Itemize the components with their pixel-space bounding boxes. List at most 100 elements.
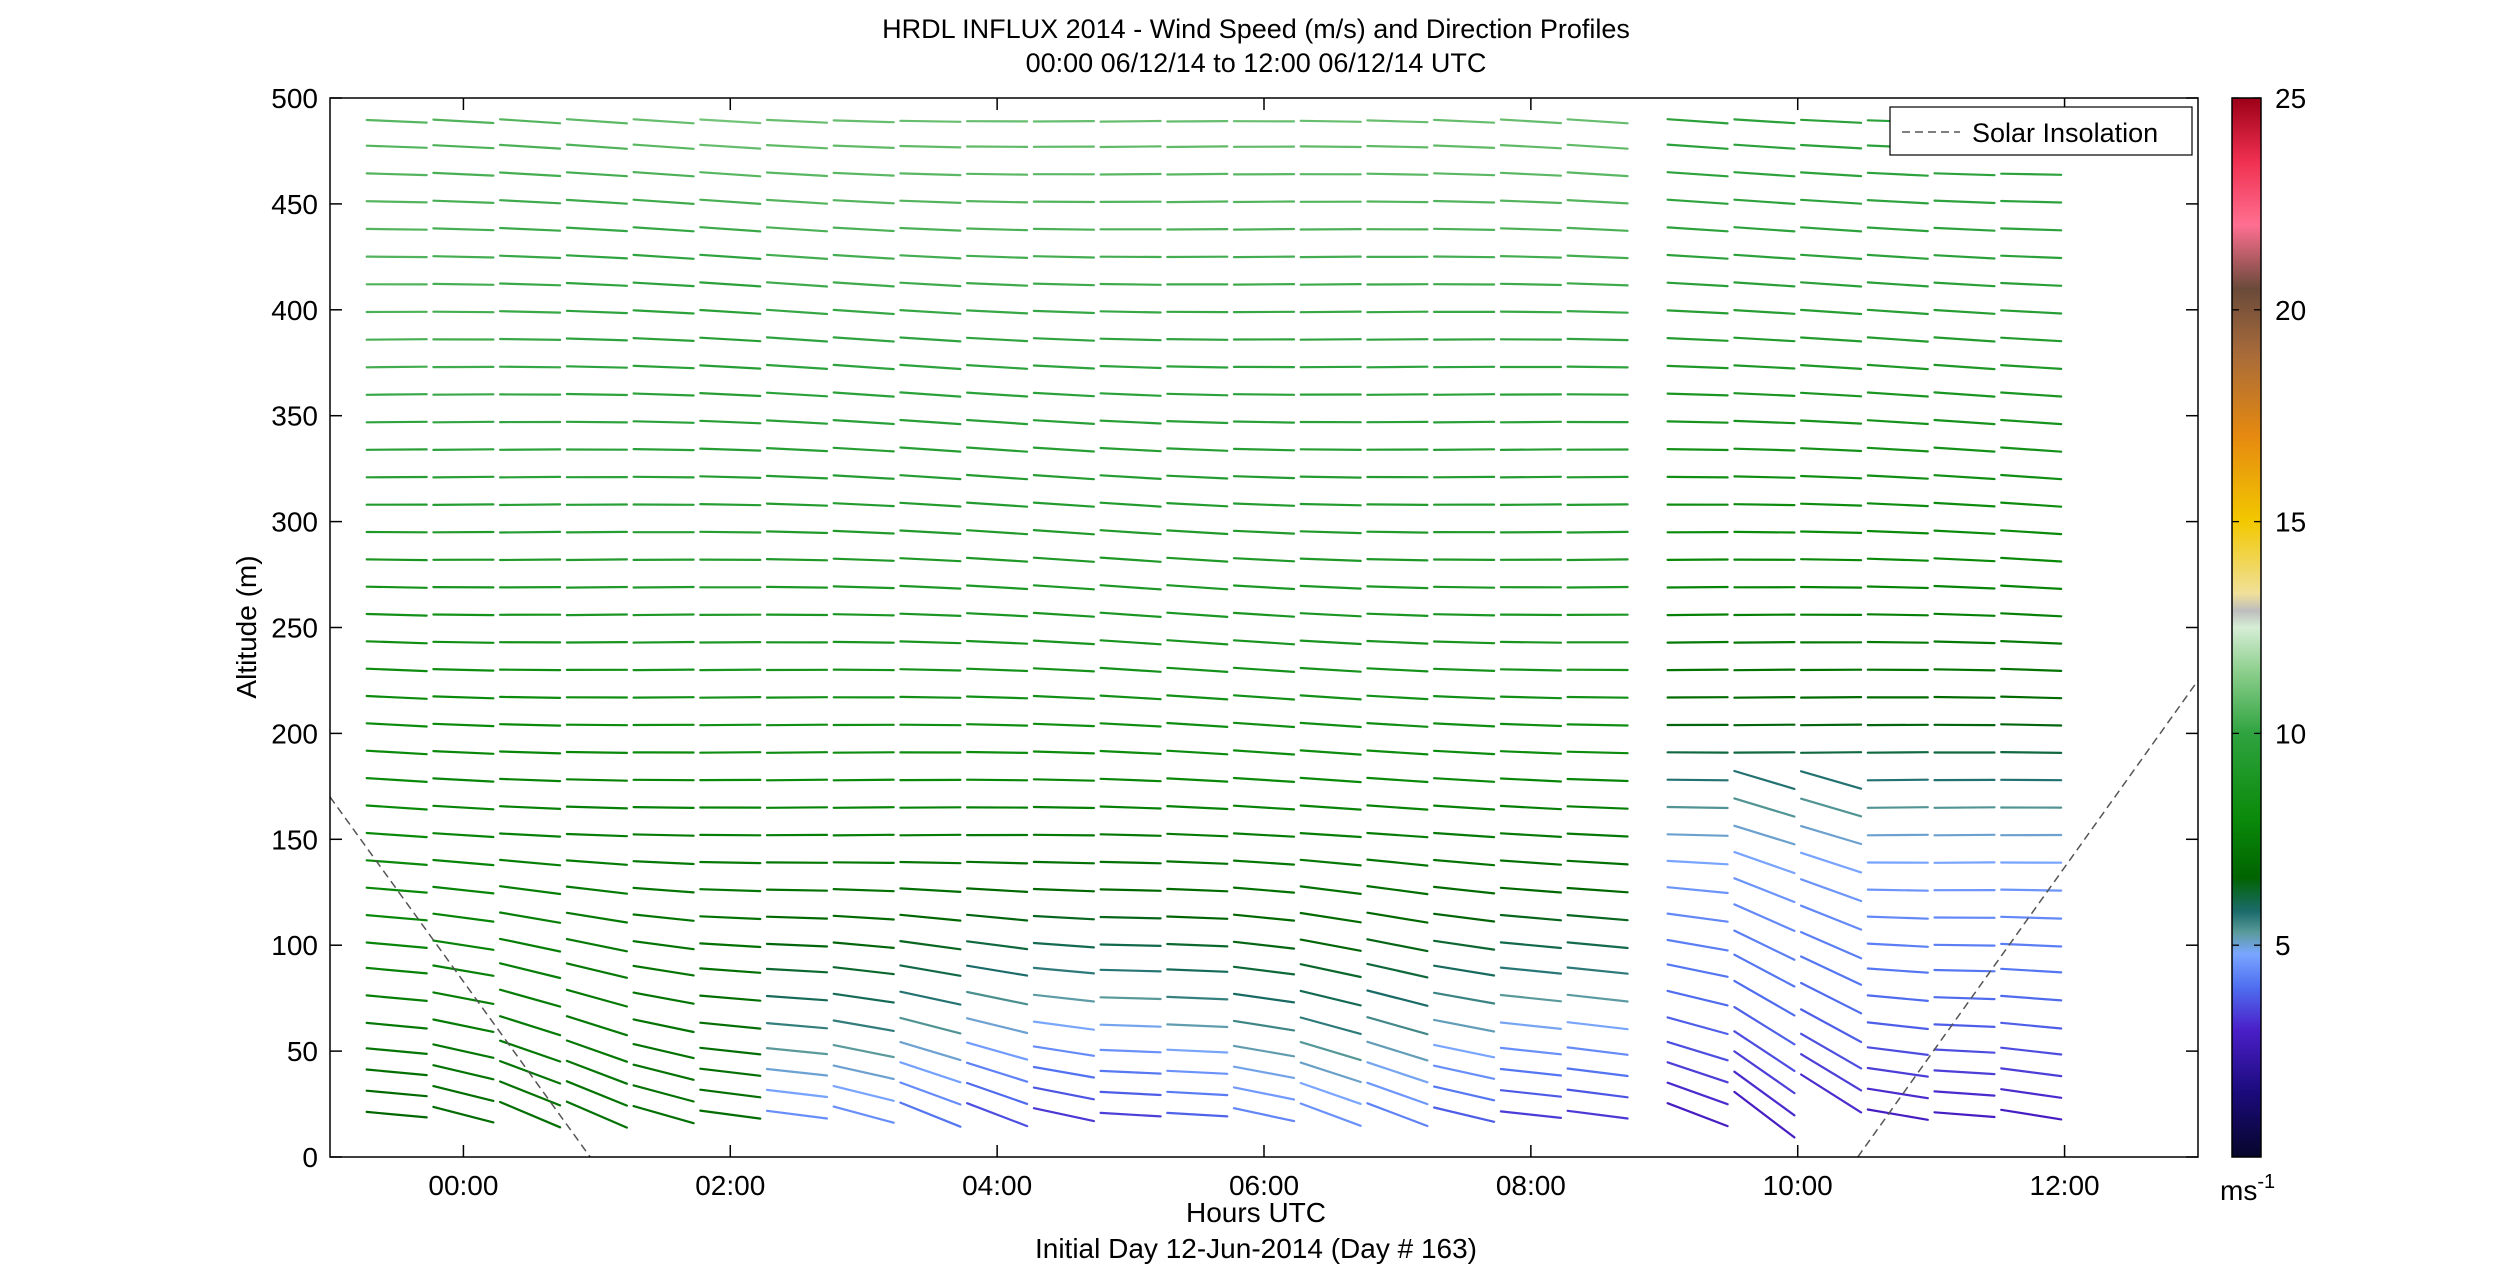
wind-barb bbox=[432, 475, 495, 479]
wind-barb bbox=[965, 391, 1029, 398]
wind-barb bbox=[2000, 667, 2063, 673]
wind-barb bbox=[432, 255, 495, 259]
wind-barb bbox=[832, 446, 895, 453]
wind-barb bbox=[1933, 363, 1996, 371]
wind-barb bbox=[632, 309, 695, 315]
wind-barb bbox=[1099, 888, 1162, 892]
wind-barb bbox=[899, 860, 962, 865]
y-axis-label: Altitude (m) bbox=[231, 555, 262, 698]
wind-barb bbox=[899, 418, 962, 426]
wind-barb bbox=[765, 363, 829, 370]
wind-barb bbox=[1099, 860, 1162, 865]
wind-barb bbox=[1032, 364, 1096, 370]
colorbar-tick-label: 20 bbox=[2275, 295, 2306, 326]
wind-barb bbox=[1566, 1067, 1629, 1078]
wind-barb bbox=[1566, 777, 1629, 783]
x-tick-label: 02:00 bbox=[695, 1170, 765, 1201]
wind-barb bbox=[1666, 420, 1729, 424]
wind-barb bbox=[1099, 501, 1162, 508]
wind-barb bbox=[1432, 1106, 1496, 1123]
wind-barb bbox=[1799, 336, 1863, 343]
wind-barb bbox=[2000, 473, 2063, 481]
wind-barb bbox=[1032, 667, 1096, 673]
wind-barb bbox=[765, 171, 829, 178]
wind-barb bbox=[1432, 118, 1496, 124]
wind-barb bbox=[1933, 968, 1996, 973]
y-tick-label: 200 bbox=[271, 718, 318, 749]
wind-barb bbox=[1866, 994, 1929, 1003]
wind-barb bbox=[365, 1068, 428, 1077]
wind-barb bbox=[1032, 887, 1096, 893]
y-tick-label: 350 bbox=[271, 401, 318, 432]
wind-barb bbox=[632, 886, 695, 894]
wind-barb bbox=[1566, 199, 1629, 205]
wind-barb bbox=[1099, 777, 1162, 783]
y-tick-label: 450 bbox=[271, 189, 318, 220]
x-tick-label: 04:00 bbox=[962, 1170, 1032, 1201]
wind-barb bbox=[965, 750, 1029, 755]
wind-barb bbox=[632, 613, 695, 617]
wind-barb bbox=[1799, 391, 1863, 398]
wind-barb bbox=[965, 556, 1029, 563]
wind-barb bbox=[765, 1046, 829, 1056]
wind-barb bbox=[899, 990, 962, 1006]
wind-barb bbox=[899, 309, 962, 315]
wind-barb bbox=[965, 667, 1029, 673]
colorbar-tick-label: 10 bbox=[2275, 718, 2306, 749]
colorbar-unit: ms-1 bbox=[2220, 1171, 2275, 1206]
wind-barb bbox=[1666, 886, 1729, 895]
wind-barb bbox=[1733, 1070, 1796, 1117]
wind-barb bbox=[832, 557, 895, 562]
wind-barb bbox=[1432, 1043, 1496, 1059]
wind-barb bbox=[565, 171, 629, 178]
wind-barb bbox=[1232, 420, 1296, 424]
wind-barb bbox=[699, 171, 762, 178]
wind-barb bbox=[832, 806, 895, 809]
wind-barb bbox=[1166, 145, 1229, 149]
wind-barb bbox=[1366, 694, 1429, 701]
wind-barb bbox=[1432, 912, 1496, 923]
wind-barb bbox=[1933, 446, 1996, 453]
wind-barb bbox=[765, 751, 829, 754]
wind-barb bbox=[565, 558, 629, 562]
wind-barb bbox=[1733, 1090, 1796, 1139]
x-tick-label: 10:00 bbox=[1763, 1170, 1833, 1201]
wind-barb bbox=[2000, 446, 2063, 453]
wind-barb bbox=[432, 171, 495, 177]
wind-barb bbox=[1232, 886, 1296, 894]
wind-barb bbox=[1166, 968, 1229, 973]
wind-barb bbox=[699, 447, 762, 452]
wind-barb bbox=[499, 558, 562, 562]
wind-barb bbox=[499, 171, 562, 178]
colorbar-fill bbox=[2232, 98, 2261, 1157]
wind-barb bbox=[432, 448, 495, 451]
colorbar: 5 10 15 20 25 bbox=[2231, 83, 2306, 1158]
wind-barb bbox=[965, 172, 1029, 176]
wind-barb bbox=[1866, 199, 1929, 205]
wind-barb bbox=[1432, 858, 1496, 867]
wind-barb bbox=[499, 750, 562, 755]
wind-barb bbox=[365, 722, 428, 728]
wind-barb bbox=[1232, 804, 1296, 811]
wind-barb bbox=[1566, 310, 1629, 314]
wind-barb bbox=[1366, 144, 1429, 149]
colorbar-unit-base: ms bbox=[2220, 1175, 2257, 1206]
wind-barb bbox=[832, 778, 895, 782]
wind-barb bbox=[499, 805, 562, 811]
wind-barb bbox=[699, 336, 762, 343]
wind-barb bbox=[899, 668, 962, 672]
wind-barb bbox=[365, 886, 428, 894]
wind-barb bbox=[565, 1059, 629, 1085]
wind-barb bbox=[1099, 145, 1162, 149]
wind-barb bbox=[2000, 1088, 2063, 1099]
wind-barb bbox=[1499, 640, 1563, 644]
wind-barb bbox=[1566, 832, 1629, 838]
wind-barb bbox=[832, 171, 895, 177]
wind-barb bbox=[699, 364, 762, 370]
wind-barb bbox=[1566, 1109, 1629, 1120]
wind-barb bbox=[1432, 667, 1496, 673]
wind-barb bbox=[1733, 668, 1796, 672]
wind-barb bbox=[1166, 420, 1229, 425]
wind-barb bbox=[832, 585, 895, 590]
wind-barb bbox=[1666, 118, 1729, 125]
